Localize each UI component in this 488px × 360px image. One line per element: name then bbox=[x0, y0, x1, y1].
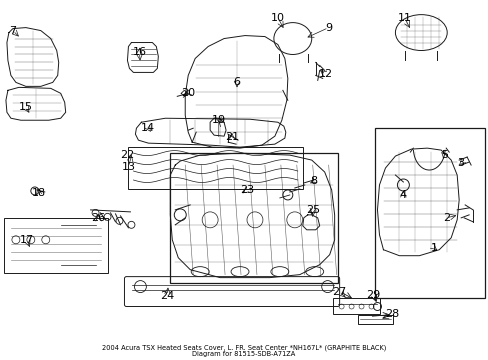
Text: 3: 3 bbox=[457, 158, 464, 168]
Text: 29: 29 bbox=[366, 289, 380, 300]
Text: 5: 5 bbox=[440, 150, 447, 160]
Text: 7: 7 bbox=[9, 26, 17, 36]
Bar bbox=[128, 147, 302, 189]
Bar bbox=[332, 298, 380, 315]
Text: 27: 27 bbox=[332, 287, 346, 297]
Text: 15: 15 bbox=[19, 102, 33, 112]
Text: 8: 8 bbox=[309, 176, 317, 186]
Text: 14: 14 bbox=[141, 123, 155, 133]
Text: 19: 19 bbox=[212, 115, 225, 125]
Text: 10: 10 bbox=[270, 13, 285, 23]
Text: 16: 16 bbox=[132, 48, 146, 58]
Bar bbox=[170, 153, 337, 283]
Text: 20: 20 bbox=[181, 88, 195, 98]
Text: 25: 25 bbox=[305, 205, 319, 215]
Text: 26: 26 bbox=[91, 213, 105, 223]
Text: Diagram for 81515-SDB-A71ZA: Diagram for 81515-SDB-A71ZA bbox=[192, 351, 295, 357]
Bar bbox=[375, 128, 484, 298]
Bar bbox=[4, 218, 107, 273]
Text: 17: 17 bbox=[20, 235, 34, 245]
Text: 4: 4 bbox=[399, 190, 406, 200]
Text: 2004 Acura TSX Heated Seats Cover, L. FR. Seat Center *NH167L* (GRAPHITE BLACK): 2004 Acura TSX Heated Seats Cover, L. FR… bbox=[102, 344, 386, 351]
Text: 12: 12 bbox=[318, 69, 332, 80]
Text: 28: 28 bbox=[385, 310, 399, 319]
Text: 18: 18 bbox=[32, 188, 46, 198]
Text: 23: 23 bbox=[240, 185, 254, 195]
Text: 13: 13 bbox=[121, 162, 135, 172]
Text: 1: 1 bbox=[430, 243, 437, 253]
Text: 9: 9 bbox=[325, 23, 331, 33]
Text: 2: 2 bbox=[442, 213, 449, 223]
Text: 24: 24 bbox=[160, 291, 174, 301]
Text: 11: 11 bbox=[397, 13, 410, 23]
Text: 21: 21 bbox=[224, 132, 239, 142]
Text: 22: 22 bbox=[120, 150, 134, 160]
Bar bbox=[357, 315, 393, 324]
Text: 6: 6 bbox=[233, 77, 240, 87]
